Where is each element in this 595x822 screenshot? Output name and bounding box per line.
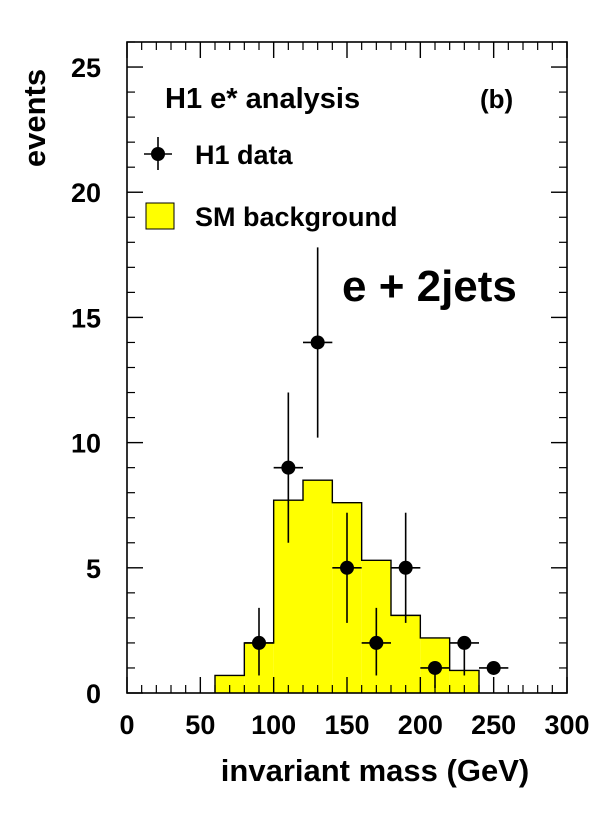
- chart-title: H1 e* analysis: [165, 83, 360, 115]
- background-bin: [449, 670, 479, 693]
- x-tick-label: 250: [471, 710, 516, 740]
- x-tick-label: 100: [251, 710, 296, 740]
- y-tick-label: 25: [71, 53, 101, 83]
- x-tick-label: 200: [398, 710, 443, 740]
- x-tick-label: 0: [119, 710, 134, 740]
- x-axis-label: invariant mass (GeV): [221, 753, 529, 788]
- data-point: [369, 635, 384, 650]
- panel-label: (b): [480, 84, 513, 114]
- x-tick-label: 50: [185, 710, 215, 740]
- data-point: [428, 660, 442, 675]
- x-tick-label: 150: [324, 710, 369, 740]
- y-tick-label: 10: [71, 429, 101, 459]
- data-point: [310, 335, 325, 350]
- axis-ticks: 0 50 100 150 200 250 300 0 5 10 15 20 25: [71, 41, 590, 740]
- data-point: [486, 660, 501, 675]
- legend-background-swatch: [145, 202, 175, 230]
- data-point: [281, 460, 296, 475]
- background-bin: [215, 675, 245, 693]
- data-point: [340, 560, 354, 575]
- y-tick-label: 5: [86, 554, 101, 584]
- x-tick-label: 300: [544, 710, 589, 740]
- y-tick-label: 15: [71, 303, 101, 333]
- y-tick-label: 20: [71, 178, 101, 208]
- legend: H1 data SM background: [144, 137, 398, 232]
- legend-data-marker: [151, 147, 165, 161]
- data-point: [398, 560, 413, 575]
- y-axis-label: events: [17, 69, 52, 167]
- data-points: [244, 247, 509, 688]
- background-bin: [303, 480, 333, 693]
- data-point: [252, 635, 266, 650]
- legend-data-label: H1 data: [195, 140, 294, 170]
- legend-background-label: SM background: [195, 202, 398, 232]
- y-tick-label: 0: [86, 679, 101, 709]
- channel-label: e + 2jets: [342, 262, 517, 311]
- data-point: [457, 635, 472, 650]
- background-bin: [391, 615, 421, 693]
